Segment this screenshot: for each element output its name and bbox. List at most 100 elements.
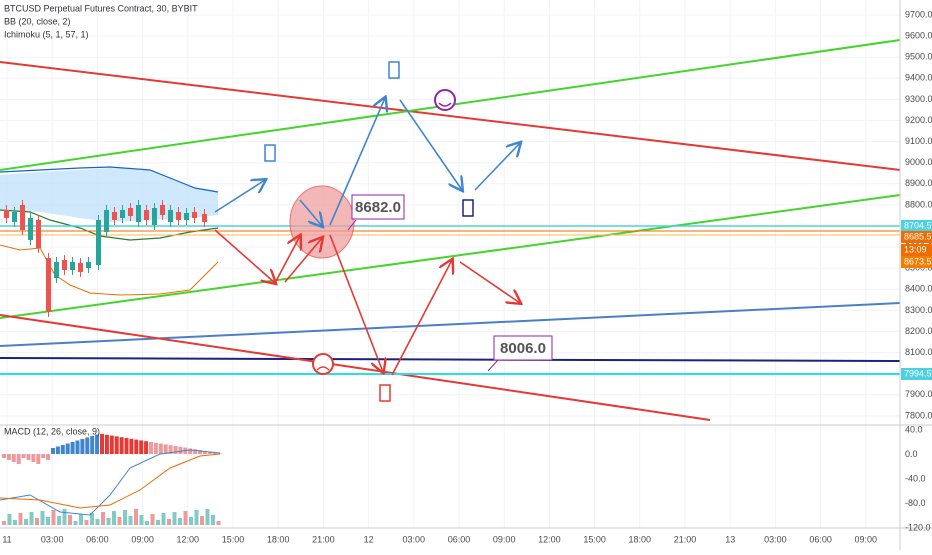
volume-bar [134, 509, 138, 525]
callout-pointer [347, 219, 357, 231]
hand-icon [264, 144, 276, 162]
macd-bar [163, 444, 168, 454]
trend-line [0, 302, 901, 347]
volume-bar [46, 517, 50, 525]
volume-bar [161, 513, 166, 525]
macd-line [0, 449, 221, 516]
candle [12, 212, 17, 222]
arrow [274, 236, 300, 284]
time-label: 09:00 [493, 534, 516, 544]
arrow [214, 180, 265, 213]
macd-label: 0.0 [905, 449, 918, 459]
macd-bar [51, 448, 55, 454]
macd-bar [16, 454, 21, 464]
macd-panel [2, 434, 222, 525]
price-badge [901, 220, 932, 232]
macd-bar [158, 443, 163, 454]
macd-bar [60, 445, 65, 454]
price-label: 9100.0 [905, 136, 932, 146]
macd-bar [144, 441, 149, 454]
time-label: 06:00 [86, 534, 109, 544]
macd-bar [114, 436, 119, 454]
volume-bar [101, 512, 105, 525]
price-label: 9500.0 [905, 52, 932, 62]
macd-bar [65, 443, 70, 454]
candle [128, 208, 133, 216]
time-label: 06:00 [448, 534, 471, 544]
price-badge-label: 8685.5 [904, 231, 932, 241]
volume-bar [172, 512, 177, 525]
macd-bar [124, 438, 129, 454]
time-label: 15:00 [222, 534, 245, 544]
time-label: 09:00 [131, 534, 154, 544]
trend-line [0, 314, 711, 421]
candle [4, 210, 9, 218]
candle [120, 210, 125, 218]
arrow [391, 260, 452, 376]
macd-bar [90, 436, 95, 454]
callout [493, 335, 553, 361]
price-badge-label: 7994.5 [904, 368, 932, 378]
macd-bar [75, 440, 80, 454]
macd-bar [202, 450, 207, 454]
candles [4, 200, 207, 317]
candle [46, 258, 51, 312]
price-badge [901, 368, 932, 380]
price-badge [901, 244, 932, 256]
macd-bar [193, 449, 198, 454]
volume-bar [73, 521, 78, 525]
macd-bar [31, 454, 36, 462]
candle [192, 212, 197, 218]
candle [70, 262, 75, 270]
bb-upper [0, 166, 219, 193]
candle [176, 212, 181, 220]
volume-bar [183, 511, 188, 525]
smiley-icon [434, 89, 456, 111]
candle [202, 214, 207, 222]
macd-bar [80, 439, 85, 454]
time-label: 09:00 [855, 534, 878, 544]
volume-bar [95, 519, 100, 525]
candle [78, 263, 83, 272]
candle [36, 220, 41, 248]
volume-bar [40, 511, 45, 525]
macd-label: -80.0 [905, 498, 926, 508]
hand-icon [462, 199, 474, 217]
arrow [284, 238, 322, 283]
macd-bar [173, 446, 178, 454]
volume-bar [51, 510, 56, 525]
macd-bar [207, 451, 212, 454]
trend-line [0, 61, 901, 171]
volume-bar [128, 516, 133, 525]
volume-bar [24, 519, 28, 525]
price-label: 8800.0 [905, 199, 932, 209]
hand-icon [388, 61, 400, 79]
callout-pointer [487, 359, 499, 372]
candle [96, 220, 101, 265]
price-label: 9600.0 [905, 30, 932, 40]
volume-bar [79, 514, 83, 525]
bb-lower [0, 244, 219, 296]
macd-bar [134, 439, 139, 454]
time-label: 15:00 [583, 534, 606, 544]
volume-bar [139, 515, 144, 525]
volume-bar [112, 511, 116, 525]
macd-bar [100, 434, 104, 454]
arrow [474, 143, 520, 191]
volume-bar [35, 518, 39, 525]
candle [62, 260, 67, 270]
candle [112, 212, 117, 220]
candle [104, 210, 109, 232]
macd-bar [70, 442, 75, 454]
arrow [329, 234, 383, 372]
arrow [299, 199, 322, 226]
price-label: 8900.0 [905, 178, 932, 188]
volume-bar [90, 513, 94, 525]
macd-bar [6, 454, 11, 460]
time-label: 03:00 [41, 534, 64, 544]
price-label: 9400.0 [905, 73, 932, 83]
time-label: 12:00 [177, 534, 200, 544]
price-badge-label: 8704.5 [904, 220, 932, 230]
